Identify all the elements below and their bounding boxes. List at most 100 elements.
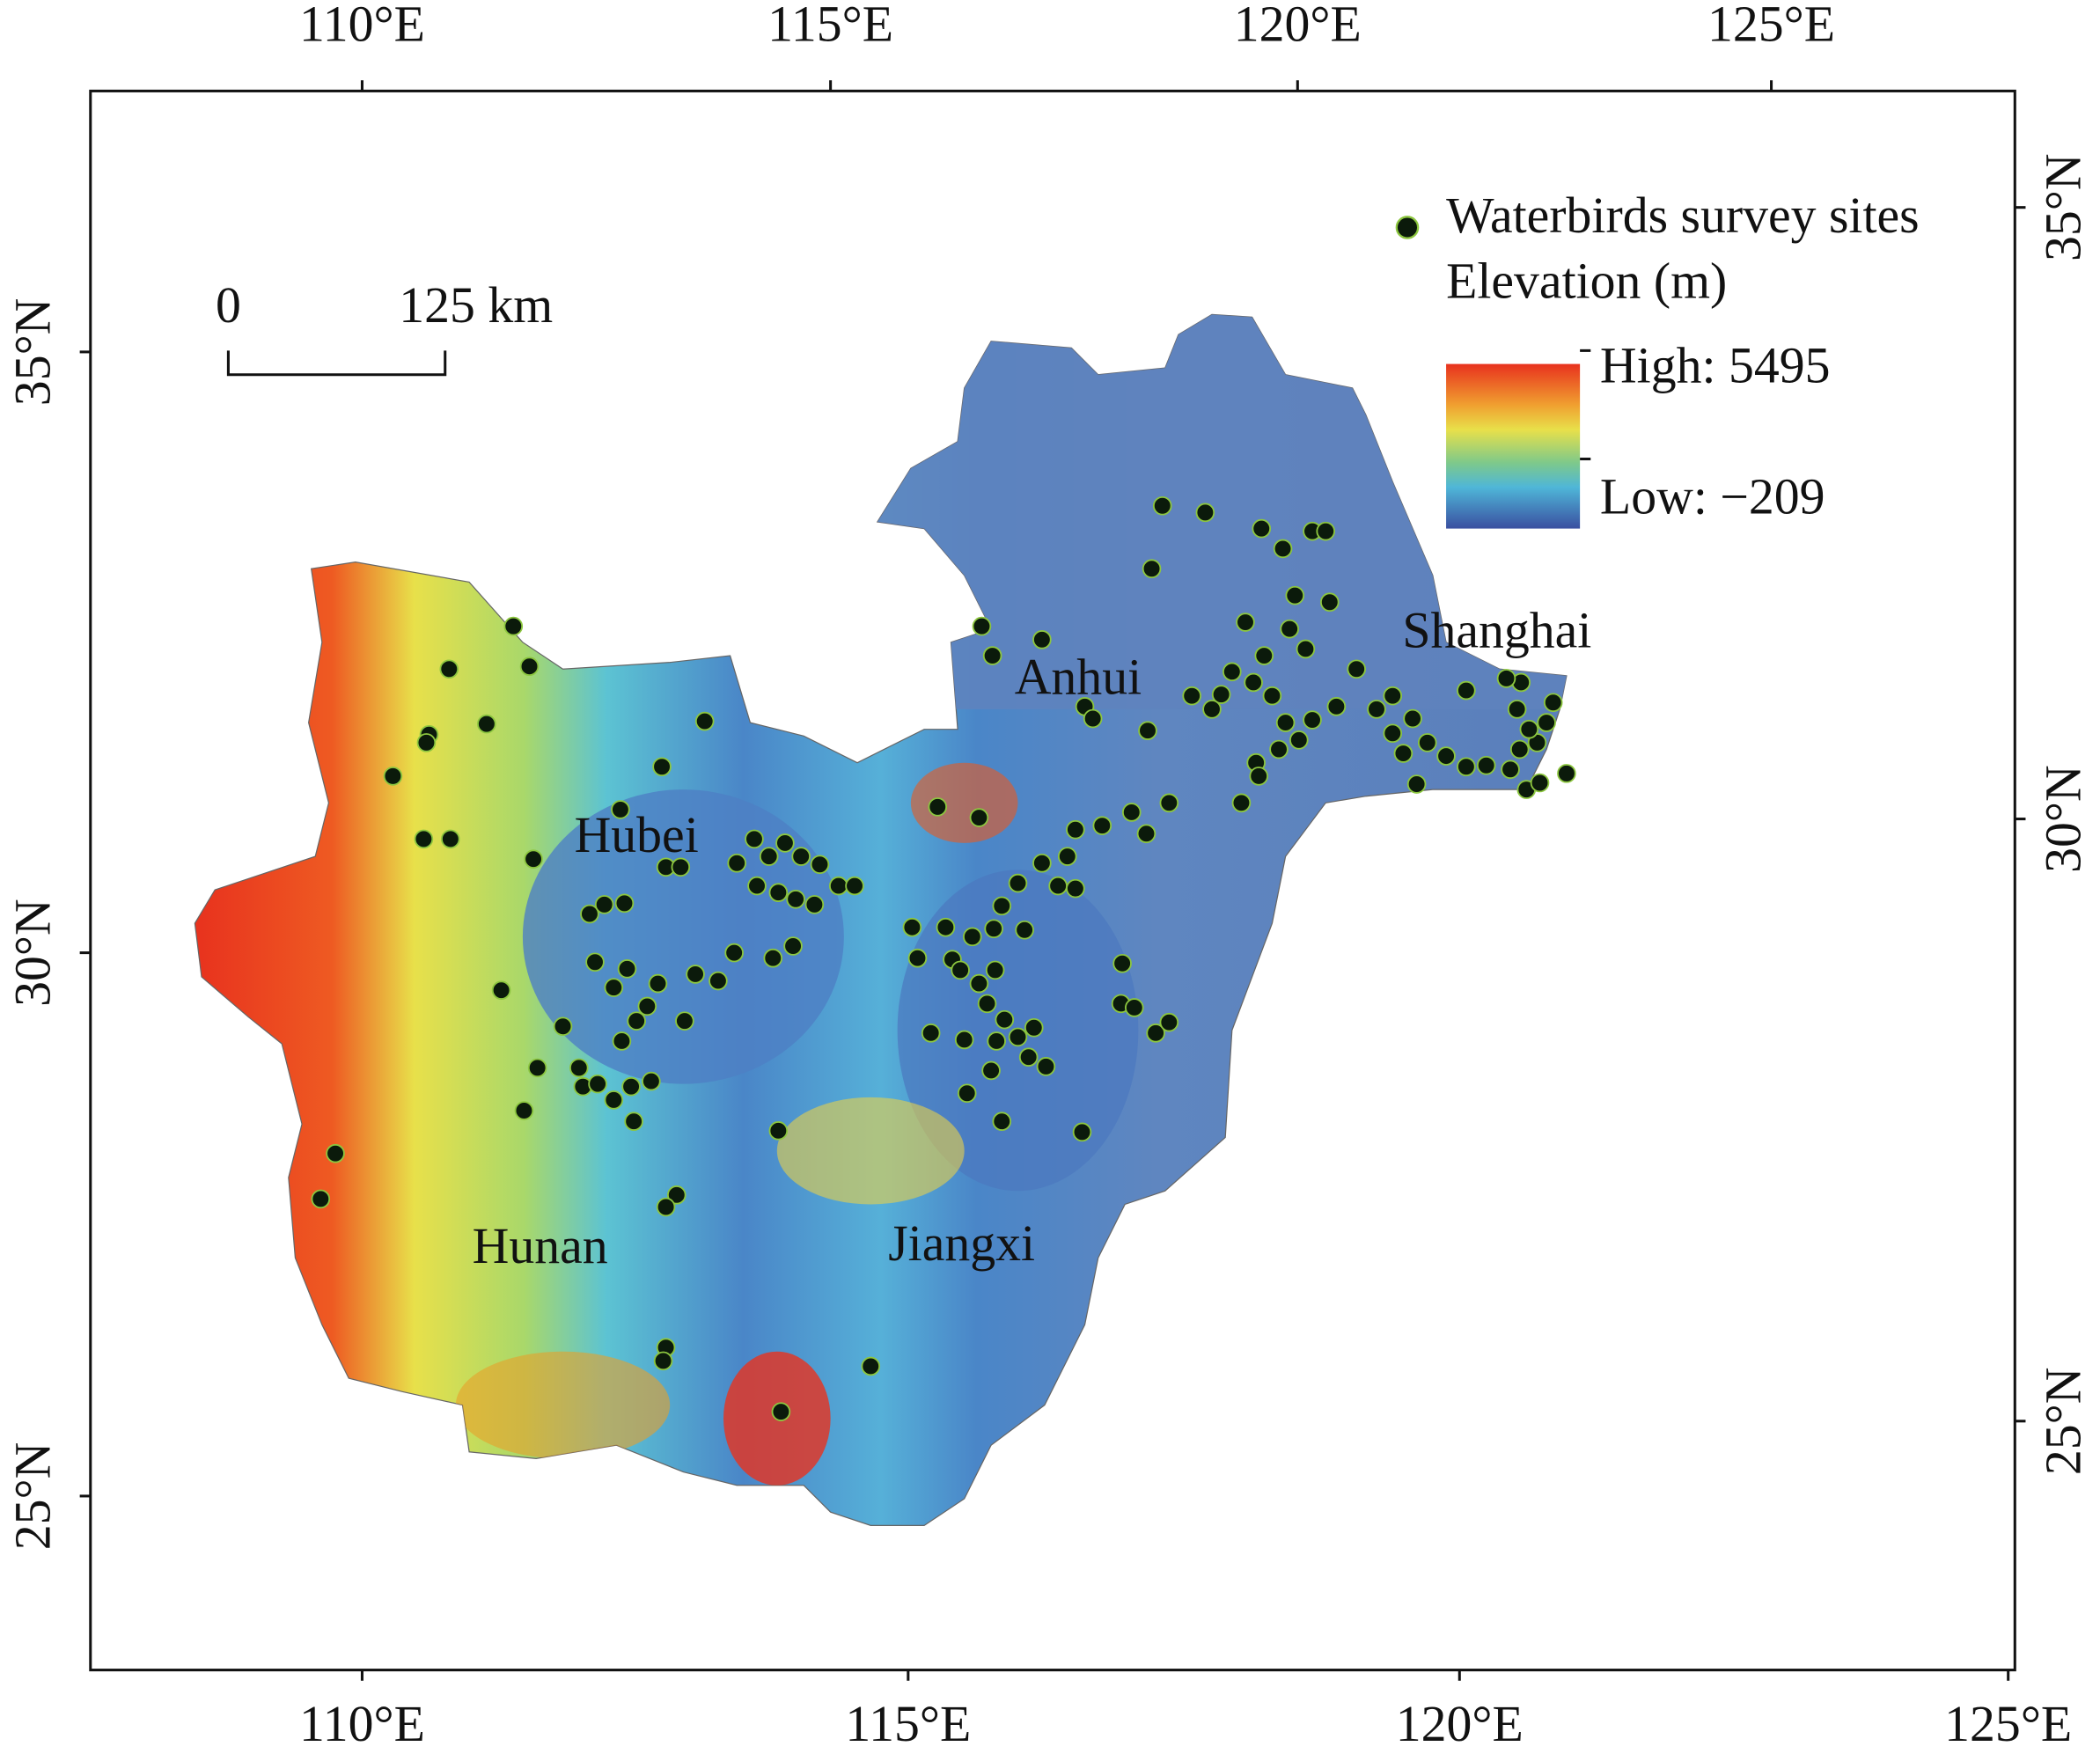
survey-site xyxy=(416,733,437,752)
survey-site xyxy=(786,889,805,909)
survey-site xyxy=(861,1356,881,1376)
survey-site xyxy=(1066,819,1085,840)
survey-site xyxy=(1457,680,1476,701)
survey-site xyxy=(1249,767,1268,786)
survey-site xyxy=(637,996,657,1016)
survey-site xyxy=(977,994,997,1014)
bottom-axis-label: 120°E xyxy=(1396,1697,1524,1752)
survey-site xyxy=(982,646,1002,665)
survey-site xyxy=(1124,998,1144,1017)
survey-site xyxy=(1537,713,1556,732)
top-axis-label: 115°E xyxy=(767,0,893,53)
survey-site xyxy=(984,919,1003,939)
survey-site xyxy=(1057,847,1077,866)
survey-site xyxy=(1236,613,1255,632)
survey-site xyxy=(519,657,540,677)
survey-site xyxy=(1202,700,1222,719)
survey-site xyxy=(441,829,460,849)
survey-site xyxy=(1066,878,1085,899)
survey-site xyxy=(326,1143,345,1163)
survey-site xyxy=(1509,739,1530,759)
survey-site xyxy=(775,833,795,853)
survey-site xyxy=(621,1076,641,1097)
survey-site xyxy=(1015,920,1034,940)
right-axis-label: 30°N xyxy=(2036,765,2091,873)
survey-site xyxy=(439,659,459,679)
survey-site xyxy=(845,876,864,896)
survey-site xyxy=(1406,774,1427,794)
survey-site xyxy=(1112,953,1132,973)
survey-site xyxy=(1032,630,1052,649)
survey-site xyxy=(491,980,511,1000)
survey-site xyxy=(763,948,783,968)
survey-site xyxy=(1159,1012,1179,1032)
survey-site xyxy=(604,978,624,997)
legend-sites: Waterbirds survey sites xyxy=(1446,188,1920,244)
survey-site xyxy=(311,1189,331,1209)
survey-site xyxy=(614,893,635,914)
survey-site xyxy=(1244,672,1263,693)
right-axis-label: 35°N xyxy=(2036,153,2091,261)
survey-site xyxy=(524,849,543,869)
top-axis-label: 110°E xyxy=(299,0,425,53)
survey-site xyxy=(1211,685,1231,704)
survey-site xyxy=(648,973,668,994)
survey-site xyxy=(1496,669,1516,688)
survey-site xyxy=(987,1031,1006,1051)
survey-site xyxy=(666,1185,687,1205)
elevation-colorbar xyxy=(1446,363,1581,529)
survey-site xyxy=(1326,697,1347,716)
survey-site xyxy=(981,1060,1001,1081)
survey-site xyxy=(921,1024,941,1043)
legend-elevation-title: Elevation (m) xyxy=(1446,254,1727,310)
survey-site xyxy=(1403,708,1422,729)
scale-bar xyxy=(226,350,447,377)
right-axis-label: 25°N xyxy=(2036,1367,2091,1475)
survey-site xyxy=(768,883,789,902)
bottom-axis-label: 110°E xyxy=(299,1697,425,1752)
survey-site xyxy=(414,829,434,849)
bottom-axis-label: 115°E xyxy=(845,1697,971,1752)
survey-site xyxy=(652,757,672,777)
survey-site xyxy=(1146,1024,1165,1043)
survey-site xyxy=(580,904,599,924)
survey-site xyxy=(514,1101,534,1120)
survey-site xyxy=(771,1402,791,1421)
survey-site xyxy=(611,800,630,819)
survey-site xyxy=(617,959,637,979)
survey-site xyxy=(810,855,830,875)
region-label: Hubei xyxy=(575,808,699,863)
survey-site xyxy=(594,895,614,914)
survey-site xyxy=(1036,1057,1056,1076)
survey-site xyxy=(477,714,496,734)
legend-low: Low: −209 xyxy=(1600,469,1825,525)
survey-site xyxy=(675,1011,694,1031)
survey-site xyxy=(553,1016,573,1037)
survey-site xyxy=(1519,719,1539,739)
survey-site xyxy=(992,1112,1012,1131)
survey-site xyxy=(1231,793,1252,813)
survey-site xyxy=(1024,1017,1044,1038)
survey-site xyxy=(1383,723,1403,744)
survey-site xyxy=(1262,686,1282,706)
region-label: Anhui xyxy=(1015,650,1142,706)
top-axis-label: 120°E xyxy=(1234,0,1362,53)
survey-site xyxy=(627,1011,646,1031)
survey-sites xyxy=(311,495,1576,1421)
top-axis-label: 125°E xyxy=(1707,0,1835,53)
survey-site xyxy=(503,616,524,636)
survey-site xyxy=(1092,816,1112,835)
survey-site xyxy=(1222,662,1242,682)
survey-site xyxy=(642,1071,661,1091)
left-axis-label: 25°N xyxy=(6,1442,62,1551)
survey-site xyxy=(1543,693,1563,713)
survey-site xyxy=(768,1121,789,1141)
survey-site xyxy=(1138,721,1157,740)
survey-site xyxy=(1152,495,1172,516)
survey-site xyxy=(671,857,691,877)
survey-site xyxy=(936,917,956,937)
survey-site xyxy=(963,927,982,947)
survey-site xyxy=(383,767,403,786)
survey-site xyxy=(1275,713,1296,732)
